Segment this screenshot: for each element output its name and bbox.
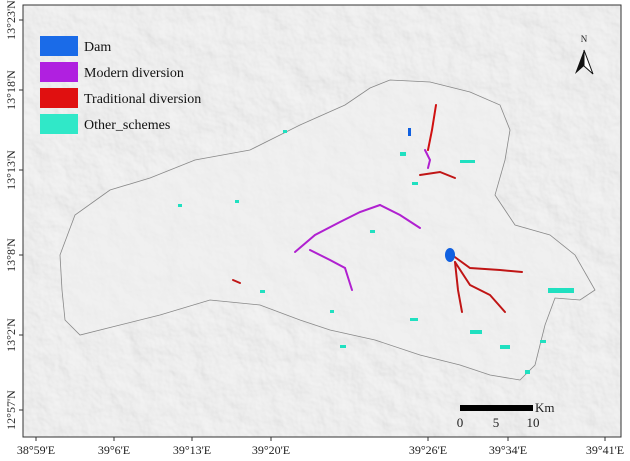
scale-label: 0 [457,415,464,430]
legend-swatch [40,62,78,82]
modern-diversion [379,204,421,229]
scale-bar-block [460,405,533,411]
traditional-diversion [451,254,523,273]
legend-label: Traditional diversion [84,92,201,107]
legend-swatch [40,114,78,134]
traditional-diversion [454,261,463,313]
north-label: N [581,34,588,44]
legend-swatch [40,88,78,108]
longitude-label: 39°20'E [252,443,290,457]
traditional-diversion [427,104,437,151]
traditional-diversion [419,170,456,179]
scale-label: 10 [527,415,540,430]
longitude-label: 39°41'E [586,443,624,457]
legend-label: Dam [84,40,111,55]
modern-diversion [424,149,432,169]
north-arrow: N [575,34,594,75]
scale-bar: Km 0 5 10 [457,400,555,430]
modern-diversion [294,204,381,253]
traditional-diversion [232,279,241,284]
longitude-label: 39°6'E [98,443,130,457]
longitude-labels: 38°59'E 39°6'E 39°13'E 39°20'E 39°26'E 39°34'… [17,437,624,457]
latitude-label: 13°13'N [4,150,18,190]
latitude-label: 13°18'N [4,70,18,110]
legend: Dam Modern diversion Traditional diversi… [40,36,201,134]
longitude-label: 39°13'E [173,443,211,457]
latitude-label: 12°57'N [4,390,18,430]
traditional-diversion [454,261,506,313]
latitude-labels: 13°23'N 13°18'N 13°13'N 13°8'N 13°2'N 12°57'N [4,0,23,430]
map-body [23,5,621,437]
latitude-label: 13°23'N [4,0,18,40]
longitude-label: 39°26'E [409,443,447,457]
longitude-label: 38°59'E [17,443,55,457]
other-schemes [178,130,574,374]
map-frame [22,4,622,438]
legend-swatch [40,36,78,56]
longitude-label: 39°34'E [489,443,527,457]
dam [408,128,411,136]
scale-unit: Km [535,400,555,415]
scale-label: 5 [493,415,500,430]
north-arrow-left [575,50,584,74]
modern-diversion [309,249,353,291]
latitude-label: 13°8'N [4,238,18,272]
latitude-label: 13°2'N [4,318,18,352]
legend-label: Modern diversion [84,66,184,81]
legend-label: Other_schemes [84,118,170,133]
north-arrow-right [583,49,594,75]
dam [445,248,455,262]
